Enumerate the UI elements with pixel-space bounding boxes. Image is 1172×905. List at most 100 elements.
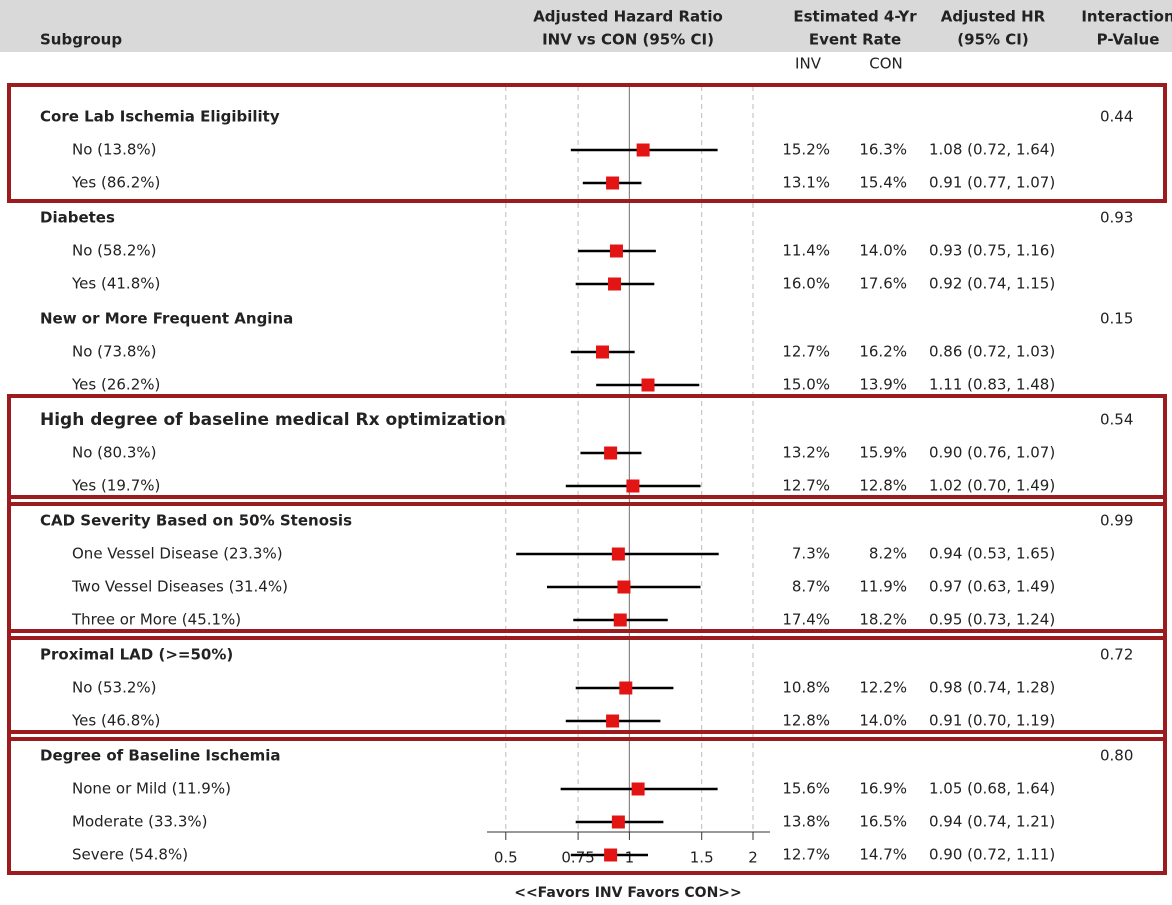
con-rate: 16.9% bbox=[859, 780, 907, 798]
con-rate: 16.2% bbox=[859, 343, 907, 361]
highlight-box bbox=[7, 730, 1167, 875]
inv-rate: 12.7% bbox=[782, 477, 830, 495]
hr-marker bbox=[631, 782, 645, 796]
hr-marker bbox=[604, 446, 618, 460]
p-value: 0.44 bbox=[1100, 108, 1133, 126]
group-title: Degree of Baseline Ischemia bbox=[40, 747, 281, 765]
con-rate: 15.9% bbox=[859, 444, 907, 462]
hr-ci: 0.98 (0.74, 1.28) bbox=[929, 679, 1055, 697]
inv-rate: 13.2% bbox=[782, 444, 830, 462]
header-ci: Adjusted HR bbox=[941, 8, 1046, 26]
hr-ci: 1.02 (0.70, 1.49) bbox=[929, 477, 1055, 495]
inv-rate: 15.0% bbox=[782, 376, 830, 394]
subgroup-label: None or Mild (11.9%) bbox=[72, 780, 231, 798]
hr-marker bbox=[611, 815, 625, 829]
p-value: 0.15 bbox=[1100, 310, 1133, 328]
p-value: 0.54 bbox=[1100, 411, 1133, 429]
subgroup-label: Yes (41.8%) bbox=[71, 275, 160, 293]
p-value: 0.80 bbox=[1100, 747, 1133, 765]
hr-marker bbox=[613, 613, 627, 627]
hr-marker bbox=[617, 580, 631, 594]
subgroup-label: No (53.2%) bbox=[72, 679, 157, 697]
subgroup-label: Three or More (45.1%) bbox=[71, 611, 241, 629]
hr-ci: 0.86 (0.72, 1.03) bbox=[929, 343, 1055, 361]
subgroup-label: One Vessel Disease (23.3%) bbox=[72, 545, 283, 563]
highlight-box bbox=[7, 495, 1167, 640]
inv-rate: 8.7% bbox=[792, 578, 830, 596]
group-title: High degree of baseline medical Rx optim… bbox=[40, 410, 506, 430]
header-inv: INV bbox=[795, 55, 822, 73]
subgroup-label: Yes (26.2%) bbox=[71, 376, 160, 394]
x-tick-label: 1 bbox=[625, 849, 635, 867]
inv-rate: 12.8% bbox=[782, 712, 830, 730]
con-rate: 16.3% bbox=[859, 141, 907, 159]
con-rate: 14.7% bbox=[859, 846, 907, 864]
inv-rate: 15.6% bbox=[782, 780, 830, 798]
p-value: 0.93 bbox=[1100, 209, 1133, 227]
hr-ci: 0.90 (0.76, 1.07) bbox=[929, 444, 1055, 462]
inv-rate: 11.4% bbox=[782, 242, 830, 260]
hr-marker bbox=[636, 143, 650, 157]
hr-ci: 1.11 (0.83, 1.48) bbox=[929, 376, 1055, 394]
hr-marker bbox=[596, 345, 610, 359]
header-subgroup: Subgroup bbox=[40, 31, 122, 49]
inv-rate: 12.7% bbox=[782, 846, 830, 864]
group-title: New or More Frequent Angina bbox=[40, 310, 293, 328]
x-tick-label: 0.5 bbox=[494, 849, 518, 867]
subgroup-label: No (58.2%) bbox=[72, 242, 157, 260]
x-axis-label: <<Favors INV Favors CON>> bbox=[514, 885, 742, 901]
header-plot: INV vs CON (95% CI) bbox=[542, 31, 714, 49]
header-p: Interaction bbox=[1081, 8, 1172, 26]
con-rate: 17.6% bbox=[859, 275, 907, 293]
subgroup-label: Moderate (33.3%) bbox=[72, 813, 207, 831]
inv-rate: 17.4% bbox=[782, 611, 830, 629]
con-rate: 16.5% bbox=[859, 813, 907, 831]
con-rate: 8.2% bbox=[869, 545, 907, 563]
con-rate: 14.0% bbox=[859, 712, 907, 730]
header-rate: Event Rate bbox=[809, 31, 901, 49]
x-tick-label: 2 bbox=[748, 849, 758, 867]
group-title: Diabetes bbox=[40, 209, 115, 227]
hr-ci: 1.05 (0.68, 1.64) bbox=[929, 780, 1055, 798]
hr-marker bbox=[604, 848, 618, 862]
highlight-box bbox=[7, 394, 1167, 506]
p-value: 0.72 bbox=[1100, 646, 1133, 664]
con-rate: 11.9% bbox=[859, 578, 907, 596]
hr-ci: 0.94 (0.53, 1.65) bbox=[929, 545, 1055, 563]
subgroup-label: Yes (46.8%) bbox=[71, 712, 160, 730]
subgroup-label: No (13.8%) bbox=[72, 141, 157, 159]
hr-marker bbox=[619, 681, 633, 695]
subgroup-label: Two Vessel Diseases (31.4%) bbox=[71, 578, 288, 596]
inv-rate: 7.3% bbox=[792, 545, 830, 563]
con-rate: 12.8% bbox=[859, 477, 907, 495]
con-rate: 13.9% bbox=[859, 376, 907, 394]
subgroup-label: Severe (54.8%) bbox=[72, 846, 188, 864]
subgroup-label: Yes (19.7%) bbox=[71, 477, 160, 495]
hr-ci: 0.93 (0.75, 1.16) bbox=[929, 242, 1055, 260]
header-p: P-Value bbox=[1097, 31, 1160, 49]
header-con: CON bbox=[869, 55, 903, 73]
subgroup-label: Yes (86.2%) bbox=[71, 174, 160, 192]
group-title: Proximal LAD (>=50%) bbox=[40, 646, 233, 664]
inv-rate: 13.1% bbox=[782, 174, 830, 192]
hr-ci: 0.90 (0.72, 1.11) bbox=[929, 846, 1055, 864]
hr-ci: 0.94 (0.74, 1.21) bbox=[929, 813, 1055, 831]
group-title: Core Lab Ischemia Eligibility bbox=[40, 108, 280, 126]
highlight-box bbox=[7, 83, 1167, 203]
group-title: CAD Severity Based on 50% Stenosis bbox=[40, 512, 352, 530]
hr-ci: 1.08 (0.72, 1.64) bbox=[929, 141, 1055, 159]
hr-ci: 0.92 (0.74, 1.15) bbox=[929, 275, 1055, 293]
subgroup-label: No (73.8%) bbox=[72, 343, 157, 361]
hr-marker bbox=[606, 176, 620, 190]
inv-rate: 16.0% bbox=[782, 275, 830, 293]
hr-marker bbox=[626, 479, 640, 493]
x-tick-label: 0.75 bbox=[561, 849, 594, 867]
x-tick-label: 1.5 bbox=[690, 849, 714, 867]
hr-marker bbox=[608, 277, 622, 291]
hr-marker bbox=[606, 714, 620, 728]
header-ci: (95% CI) bbox=[957, 31, 1028, 49]
hr-ci: 0.97 (0.63, 1.49) bbox=[929, 578, 1055, 596]
con-rate: 12.2% bbox=[859, 679, 907, 697]
hr-marker bbox=[609, 244, 623, 258]
